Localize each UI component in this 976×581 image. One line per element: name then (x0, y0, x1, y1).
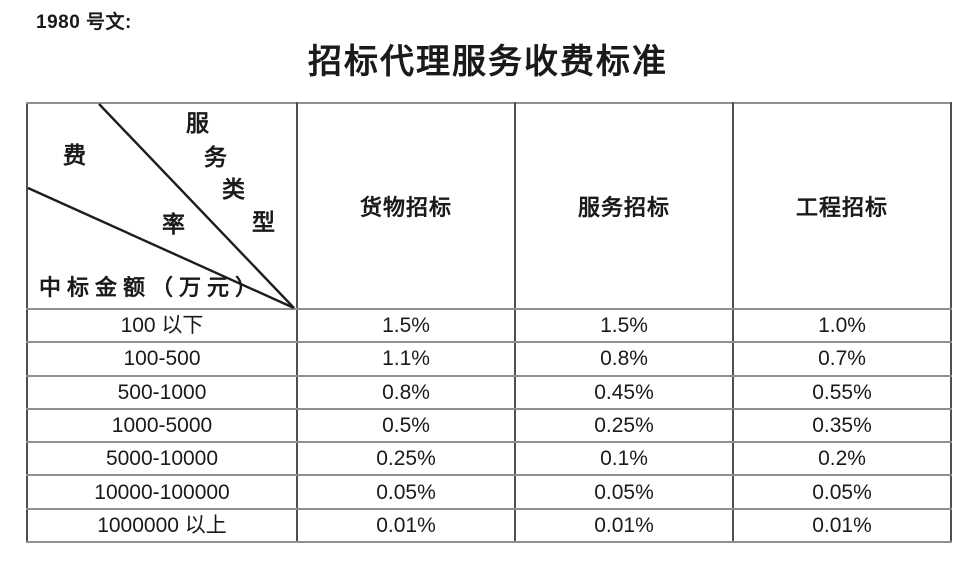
rate-cell: 1.1% (296, 341, 516, 377)
rate-cell: 0.1% (514, 441, 734, 477)
corner-rate-char: 率 (162, 212, 186, 237)
rate-cell: 1.5% (514, 307, 734, 344)
rate-cell: 0.05% (296, 474, 516, 510)
rate-cell: 0.8% (296, 374, 516, 410)
column-header-goods-bidding: 货物招标 (296, 102, 516, 310)
corner-service-type-char: 类 (222, 177, 246, 202)
table-row: 500-1000 0.8% 0.45% 0.55% (26, 374, 952, 410)
rate-cell: 0.55% (732, 374, 952, 410)
table-row: 1000000 以上 0.01% 0.01% 0.01% (26, 507, 952, 544)
table-row: 100-500 1.1% 0.8% 0.7% (26, 341, 952, 377)
rate-cell: 0.01% (296, 507, 516, 544)
corner-amount-label: 中标金额（万元） (39, 275, 264, 300)
fee-table: 服 务 类 型 费 率 中标金额（万元） 货物招标 服务招标 工程招标 100 … (26, 102, 952, 544)
rate-cell: 0.05% (514, 474, 734, 510)
document-ref-label: 1980 号文: (36, 12, 132, 33)
diagonal-divider-lines (27, 103, 295, 310)
rate-cell: 0.25% (296, 441, 516, 477)
rate-cell: 0.7% (732, 341, 952, 377)
rate-cell: 1.0% (732, 307, 952, 344)
amount-range-cell: 500-1000 (26, 374, 298, 410)
corner-service-type-char: 务 (204, 145, 228, 170)
rate-cell: 0.25% (514, 407, 734, 444)
table-row: 10000-100000 0.05% 0.05% 0.05% (26, 474, 952, 510)
fee-table-body: 100 以下 1.5% 1.5% 1.0% 100-500 1.1% 0.8% 0.7% 500… (26, 307, 952, 544)
corner-service-type-char: 型 (252, 210, 276, 235)
page-title: 招标代理服务收费标准 (308, 44, 668, 81)
table-row: 100 以下 1.5% 1.5% 1.0% (26, 307, 952, 344)
rate-cell: 0.45% (514, 374, 734, 410)
rate-cell: 0.01% (514, 507, 734, 544)
amount-range-cell: 100 以下 (26, 307, 298, 344)
amount-range-cell: 1000000 以上 (26, 507, 298, 544)
corner-header-cell: 服 务 类 型 费 率 中标金额（万元） (26, 102, 298, 310)
table-row: 5000-10000 0.25% 0.1% 0.2% (26, 441, 952, 477)
amount-range-cell: 100-500 (26, 341, 298, 377)
header-row: 服 务 类 型 费 率 中标金额（万元） 货物招标 服务招标 工程招标 (26, 102, 952, 310)
rate-cell: 0.35% (732, 407, 952, 444)
rate-cell: 0.2% (732, 441, 952, 477)
column-header-works-bidding: 工程招标 (732, 102, 952, 310)
amount-range-cell: 10000-100000 (26, 474, 298, 510)
rate-cell: 1.5% (296, 307, 516, 344)
column-header-service-bidding: 服务招标 (514, 102, 734, 310)
rate-cell: 0.8% (514, 341, 734, 377)
corner-rate-char: 费 (63, 143, 87, 168)
table-row: 1000-5000 0.5% 0.25% 0.35% (26, 407, 952, 444)
amount-range-cell: 1000-5000 (26, 407, 298, 444)
amount-range-cell: 5000-10000 (26, 441, 298, 477)
corner-service-type-char: 服 (186, 111, 210, 136)
rate-cell: 0.05% (732, 474, 952, 510)
rate-cell: 0.01% (732, 507, 952, 544)
rate-cell: 0.5% (296, 407, 516, 444)
